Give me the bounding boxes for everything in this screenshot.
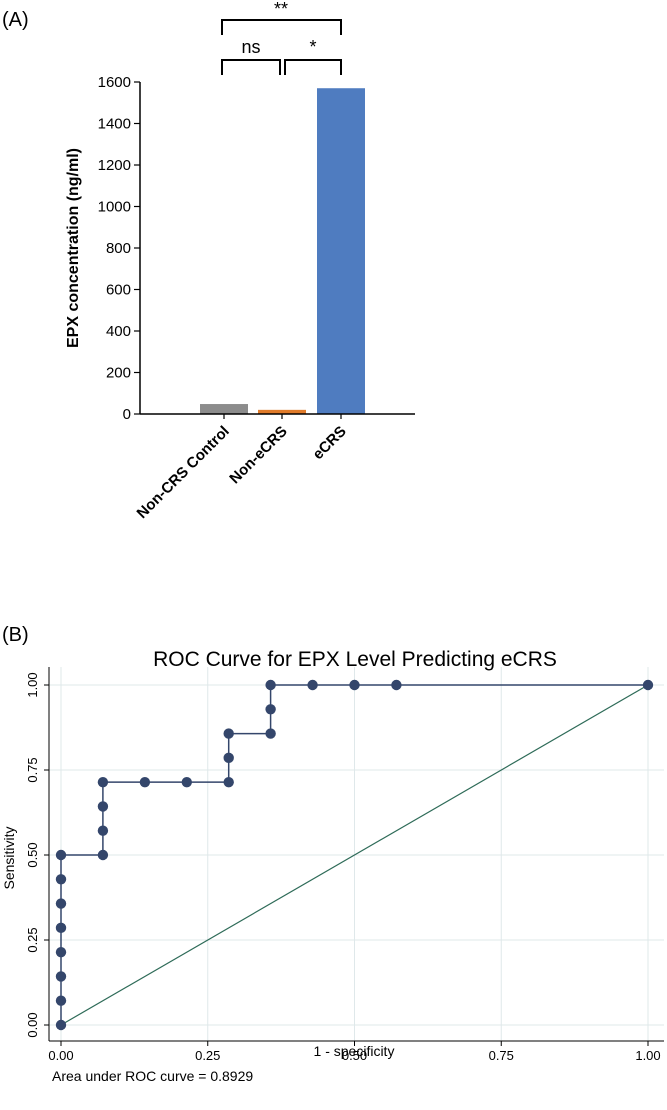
panel-b-reference-line <box>60 684 649 1026</box>
significance-label: ns <box>241 37 260 57</box>
x-tick-label: 1.00 <box>635 1048 660 1063</box>
panel-a-bar-chart: (A) EPX concentration (ng/ml) 0 200 400 600… <box>2 0 415 522</box>
roc-point <box>265 704 276 715</box>
significance-label: * <box>309 37 316 57</box>
y-tick-label: 1400 <box>98 116 131 133</box>
roc-point <box>55 946 67 958</box>
y-tick-label: 0.00 <box>25 1012 40 1037</box>
significance-label: ** <box>274 0 288 19</box>
panel-a-significance-brackets: ns *** <box>221 0 342 75</box>
roc-point <box>55 1019 67 1031</box>
panel-b-y-ticks: 0.00 0.25 0.50 0.75 1.00 <box>25 667 50 1041</box>
roc-point <box>139 776 151 788</box>
roc-point <box>55 874 67 885</box>
significance-bracket <box>221 59 281 75</box>
y-tick-label: 600 <box>106 282 131 299</box>
category-label: Non-eCRS <box>226 423 290 487</box>
panel-b-roc-chart: (B) ROC Curve for EPX Level Predicting e… <box>1 624 664 1084</box>
significance-bracket <box>221 19 342 35</box>
roc-point <box>265 728 276 739</box>
roc-point <box>55 849 67 861</box>
roc-point <box>391 679 402 691</box>
y-tick-label: 400 <box>106 323 131 340</box>
y-tick-label: 0.75 <box>25 757 40 782</box>
panel-a-label: (A) <box>2 9 29 31</box>
bar-0 <box>200 404 248 414</box>
roc-point <box>223 728 234 739</box>
panel-b-roc-points <box>55 679 654 1031</box>
bar-1 <box>258 409 306 414</box>
roc-point <box>181 776 192 788</box>
panel-a-bars <box>200 88 365 414</box>
roc-point <box>642 679 654 691</box>
x-tick-label: 0.75 <box>489 1048 514 1063</box>
y-tick-label: 1.00 <box>25 672 40 697</box>
y-tick-label: 1200 <box>98 157 131 174</box>
roc-point <box>55 922 67 934</box>
roc-point <box>55 898 67 909</box>
roc-point <box>97 801 109 812</box>
x-tick-label: 0.00 <box>48 1048 73 1063</box>
category-label: eCRS <box>310 423 350 463</box>
y-tick-label: 1600 <box>98 74 131 91</box>
y-tick-label: 0 <box>123 406 131 423</box>
y-tick-label: 200 <box>106 365 131 382</box>
panel-b-auc-annotation: Area under ROC curve = 0.8929 <box>52 1068 253 1084</box>
roc-point <box>97 825 109 836</box>
panel-a-y-axis-label: EPX concentration (ng/ml) <box>65 148 82 348</box>
roc-point <box>307 679 318 691</box>
roc-point <box>223 752 234 764</box>
y-tick-label: 0.25 <box>25 927 40 952</box>
bar-2 <box>317 88 365 414</box>
panel-a-y-ticks: 0 200 400 600 800 1000 1200 1400 1600 <box>98 74 140 423</box>
roc-point <box>223 776 234 788</box>
x-tick-label: 0.25 <box>195 1048 220 1063</box>
x-tick-label: 0.50 <box>342 1048 367 1063</box>
roc-point <box>97 849 109 861</box>
y-tick-label: 0.50 <box>25 842 40 867</box>
panel-b-x-ticks: 0.00 0.25 0.50 0.75 1.00 <box>48 1040 664 1063</box>
panel-b-x-axis-label: 1 - specificity <box>314 1043 395 1059</box>
roc-point <box>349 679 360 691</box>
roc-point <box>55 995 67 1006</box>
panel-b-title: ROC Curve for EPX Level Predicting eCRS <box>153 648 557 671</box>
roc-point <box>265 679 276 691</box>
panel-b-label: (B) <box>2 624 29 646</box>
panel-b-y-axis-label: Sensitivity <box>1 826 17 889</box>
significance-bracket <box>284 59 342 75</box>
roc-point <box>97 776 109 788</box>
y-tick-label: 1000 <box>98 199 131 216</box>
roc-point <box>55 971 67 982</box>
y-tick-label: 800 <box>106 240 131 257</box>
category-label: Non-CRS Control <box>134 423 233 522</box>
